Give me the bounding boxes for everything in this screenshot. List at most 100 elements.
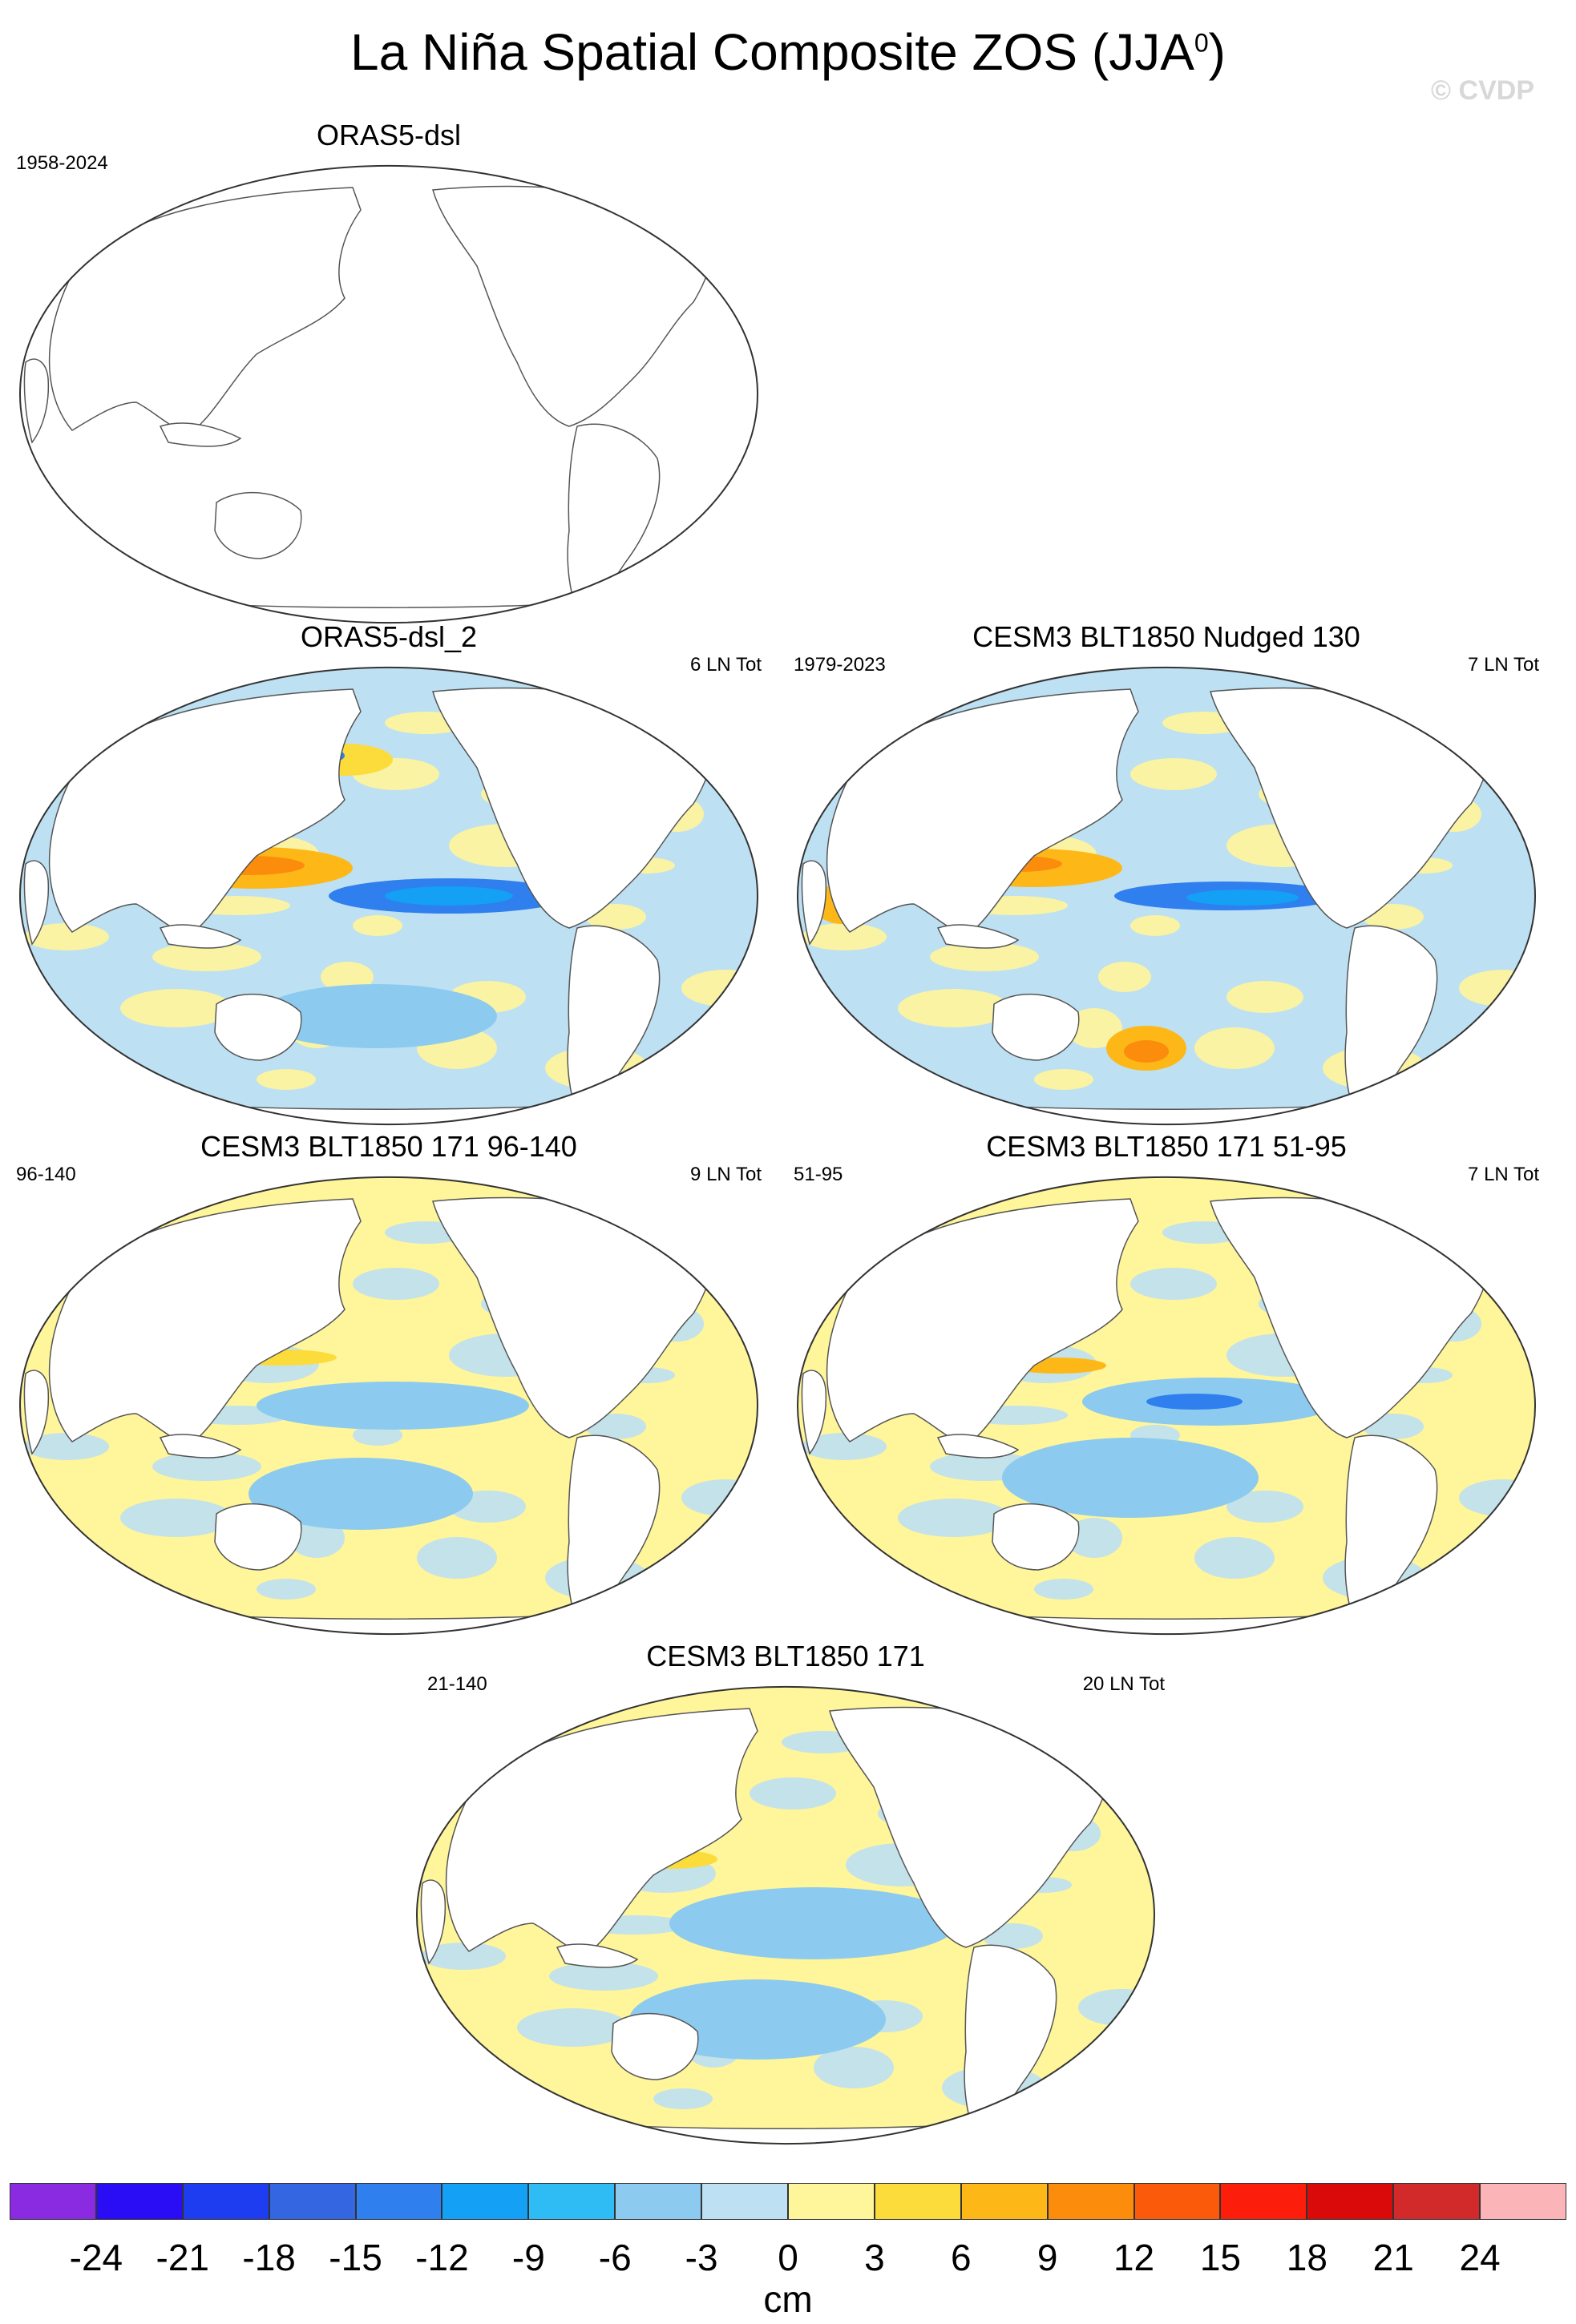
south-america-landmass <box>567 1434 661 1635</box>
anomaly-patch <box>814 2047 894 2088</box>
map-canvas <box>415 1686 1156 2144</box>
greenland-landmass <box>1418 1181 1484 1217</box>
colorbar-tick-label: -3 <box>685 2237 718 2278</box>
panel-period-label: 1979-2023 <box>794 654 886 676</box>
colorbar-box <box>960 2183 1048 2220</box>
asia-landmass <box>48 688 362 937</box>
colorbar-tick-label: 21 <box>1372 2237 1414 2278</box>
colorbar-tick-label: -24 <box>69 2237 123 2278</box>
anomaly-feature <box>1124 1040 1169 1063</box>
panel-period-label: 51-95 <box>794 1164 843 1185</box>
anomaly-patch <box>120 989 232 1027</box>
panel-count-label: 6 LN Tot <box>690 654 762 676</box>
panel-count-label: 9 LN Tot <box>690 1164 762 1185</box>
asia-landmass <box>826 688 1139 937</box>
map-panel-cesm3-21-140: CESM3 BLT1850 171 21-140 20 LN Tot <box>413 1640 1165 2153</box>
map-panel-oras5-dsl: ORAS5-dsl 1958-2024 <box>16 119 762 631</box>
anomaly-patch <box>1226 981 1303 1013</box>
anomaly-patch <box>653 2088 713 2109</box>
south-america-landmass <box>567 423 661 623</box>
map-canvas <box>18 165 759 623</box>
figure-title: La Niña Spatial Composite ZOS (JJA0) <box>350 23 1226 81</box>
greenland-landmass <box>641 170 706 206</box>
map-ocean-layer <box>19 1176 758 1635</box>
colorbar <box>10 2183 1566 2221</box>
anomaly-patch <box>421 1943 506 1970</box>
africa-landmass <box>420 1879 447 1965</box>
anomaly-patch <box>353 1425 402 1446</box>
south-america-landmass <box>567 925 661 1125</box>
anomaly-patch <box>152 942 261 971</box>
colorbar-box <box>1393 2183 1481 2220</box>
indonesia-landmass <box>556 1943 639 1968</box>
map-canvas <box>796 1176 1537 1635</box>
anomaly-feature <box>257 1382 529 1430</box>
anomaly-patch <box>930 942 1039 971</box>
colorbar-box <box>182 2183 269 2220</box>
anomaly-patch <box>517 2008 629 2047</box>
indonesia-landmass <box>936 924 1020 949</box>
colorbar-units: cm <box>763 2278 813 2320</box>
panel-title: ORAS5-dsl_2 <box>300 620 478 653</box>
asia-landmass <box>445 1708 758 1956</box>
anomaly-patch <box>24 923 109 950</box>
anomaly-patch <box>353 1268 439 1300</box>
south-america-landmass <box>1344 925 1438 1125</box>
map-canvas <box>18 1176 759 1635</box>
anomaly-feature <box>669 1887 958 1959</box>
map-panel-cesm3-nudged: CESM3 BLT1850 Nudged 130 1979-2023 7 LN … <box>794 620 1539 1133</box>
colorbar-tick-label: 24 <box>1459 2237 1501 2278</box>
map-boundary <box>18 1176 759 1635</box>
colorbar-box <box>95 2183 183 2220</box>
colorbar-box <box>1307 2183 1394 2220</box>
greenland-landmass <box>1418 672 1484 708</box>
south-america-landmass <box>1344 1434 1438 1635</box>
anomaly-patch <box>802 1213 850 1229</box>
panel-count-label: 7 LN Tot <box>1468 654 1539 676</box>
anomaly-patch <box>353 915 402 936</box>
anomaly-patch <box>750 1777 836 1810</box>
colorbar-box <box>874 2183 961 2220</box>
africa-landmass <box>23 1370 50 1455</box>
australia-landmass <box>611 2012 699 2080</box>
anomaly-patch <box>898 989 1010 1027</box>
anomaly-patch <box>1034 1069 1093 1090</box>
map-canvas <box>796 667 1537 1125</box>
map-ocean-layer <box>19 165 758 623</box>
anomaly-patch <box>1130 1268 1217 1300</box>
colorbar-tick-label: 3 <box>864 2237 885 2278</box>
panel-title: CESM3 BLT1850 171 51-95 <box>986 1130 1347 1163</box>
colorbar-box <box>1480 2183 1566 2220</box>
anomaly-patch <box>152 1452 261 1481</box>
anomaly-patch <box>1066 1518 1122 1558</box>
asia-landmass <box>48 1198 362 1446</box>
panel-count-label: 20 LN Tot <box>1082 1673 1165 1695</box>
map-ocean-layer <box>797 1176 1535 1635</box>
panel-period-label: 96-140 <box>16 1164 76 1185</box>
panel-count-label: 7 LN Tot <box>1468 1164 1539 1185</box>
anomaly-patch <box>24 1213 72 1229</box>
anomaly-patch <box>257 1069 316 1090</box>
colorbar-tick-label: 9 <box>1037 2237 1058 2278</box>
colorbar-tick-label: 18 <box>1286 2237 1327 2278</box>
anomaly-patch <box>802 1433 887 1460</box>
colorbar-box <box>1220 2183 1307 2220</box>
map-ocean-layer <box>797 667 1535 1125</box>
colorbar-tick-label: 15 <box>1199 2237 1242 2278</box>
colorbar-box <box>269 2183 356 2220</box>
colorbar-tick-label: -9 <box>511 2237 545 2278</box>
africa-landmass <box>801 1370 827 1455</box>
anomaly-patch <box>1194 1027 1275 1069</box>
anomaly-patch <box>421 1723 469 1739</box>
anomaly-patch <box>802 704 850 720</box>
indonesia-landmass <box>936 1434 1020 1459</box>
map-panel-oras5-dsl-2: ORAS5-dsl_2 6 LN Tot <box>16 620 762 1133</box>
asia-landmass <box>826 1198 1139 1446</box>
colorbar-tick-label: 0 <box>778 2237 798 2278</box>
south-america-landmass <box>964 1944 1057 2144</box>
colorbar-box <box>10 2183 96 2220</box>
colorbar-box <box>528 2183 616 2220</box>
colorbar-box <box>701 2183 788 2220</box>
anomaly-patch <box>257 1579 316 1600</box>
colorbar-box <box>788 2183 875 2220</box>
